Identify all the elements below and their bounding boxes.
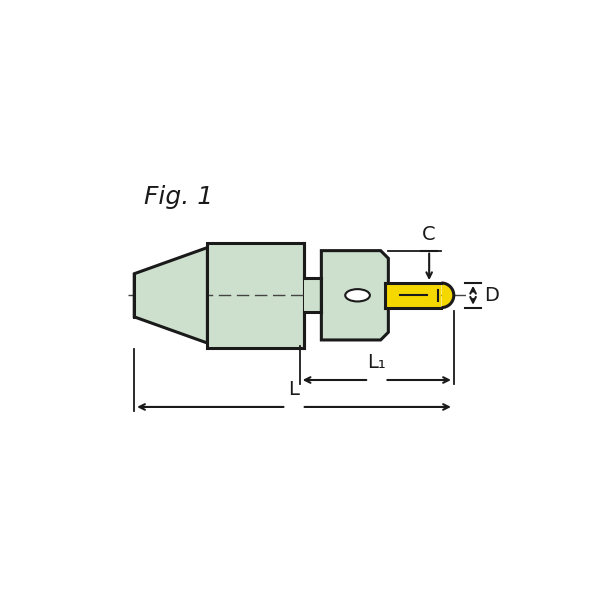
Polygon shape	[322, 251, 388, 340]
Polygon shape	[304, 278, 322, 312]
Polygon shape	[134, 248, 208, 343]
Text: Fig. 1: Fig. 1	[144, 185, 214, 209]
Polygon shape	[385, 283, 442, 308]
Polygon shape	[208, 243, 304, 347]
Text: D: D	[484, 286, 499, 305]
Text: C: C	[422, 226, 436, 244]
Ellipse shape	[345, 289, 370, 301]
Text: L: L	[289, 380, 299, 399]
Wedge shape	[442, 283, 454, 308]
Text: L₁: L₁	[367, 353, 386, 372]
